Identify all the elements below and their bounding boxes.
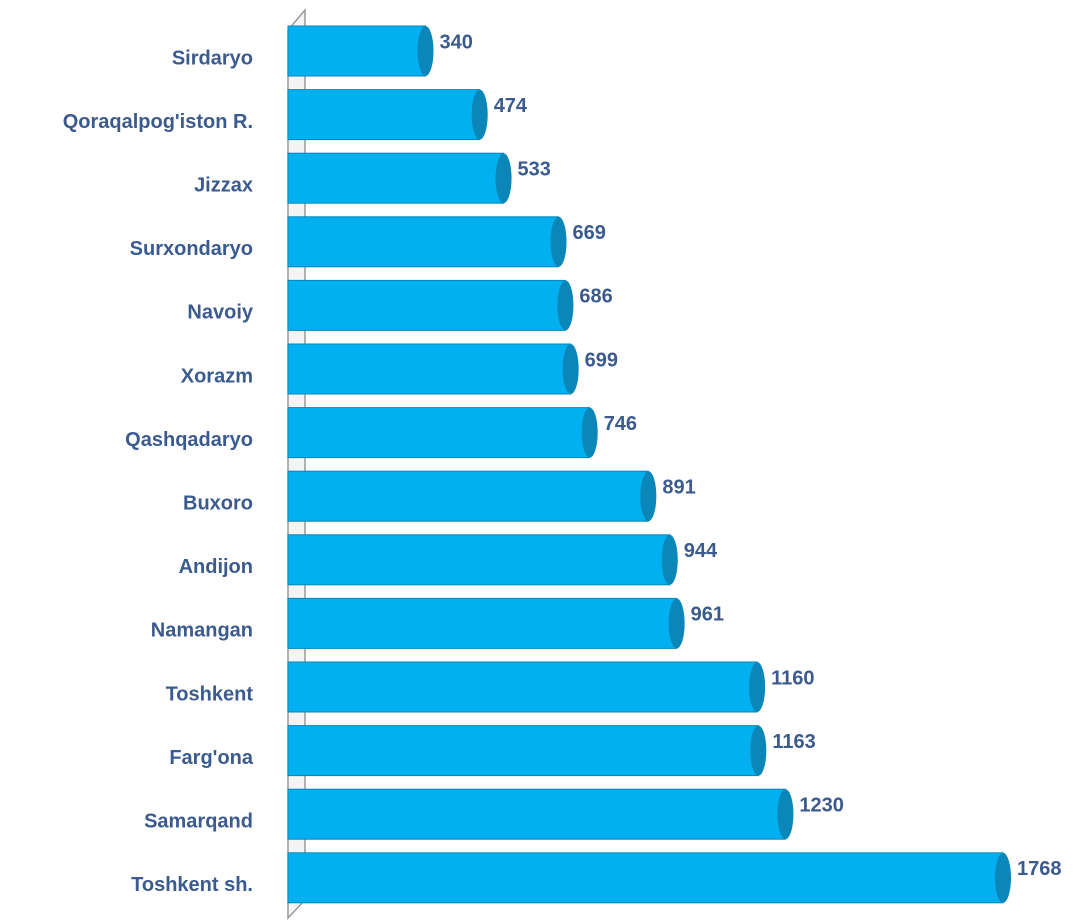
bar xyxy=(287,343,572,395)
bar-cap xyxy=(581,407,598,458)
category-label: Qashqadaryo xyxy=(125,429,253,451)
value-label: 340 xyxy=(440,31,473,53)
value-label: 533 xyxy=(518,158,551,180)
bar-cap xyxy=(557,280,574,331)
bar xyxy=(287,279,566,331)
bar-cap xyxy=(562,344,579,394)
bar-cap xyxy=(550,216,567,267)
category-label: Samarqand xyxy=(144,810,253,832)
bar-cap xyxy=(640,471,657,522)
category-label: Jizzax xyxy=(194,174,253,196)
value-label: 1160 xyxy=(771,667,814,689)
bar xyxy=(287,25,426,77)
bar-cap xyxy=(417,26,434,76)
category-label: Andijon xyxy=(179,556,253,578)
bar-cap xyxy=(750,725,767,776)
bar-cap xyxy=(749,662,766,712)
value-label: 669 xyxy=(573,222,606,244)
category-label: Sirdaryo xyxy=(172,47,253,69)
value-label: 944 xyxy=(684,540,718,562)
bar xyxy=(287,852,1004,904)
category-label: Qoraqalpog'iston R. xyxy=(63,111,253,133)
category-label: Surxondaryo xyxy=(130,238,253,260)
category-label: Xorazm xyxy=(181,365,253,387)
category-label: Navoiy xyxy=(187,302,253,324)
value-label: 474 xyxy=(494,95,528,117)
bar xyxy=(287,152,505,204)
category-label: Buxoro xyxy=(183,492,253,514)
bar xyxy=(287,788,786,840)
bar-cap xyxy=(668,598,685,649)
value-label: 686 xyxy=(579,286,612,308)
category-label: Toshkent xyxy=(166,683,254,705)
bar-cap xyxy=(777,789,794,840)
bar xyxy=(287,725,759,777)
value-label: 1163 xyxy=(772,731,815,753)
value-label: 961 xyxy=(691,604,724,626)
value-label: 699 xyxy=(585,349,618,371)
value-label: 1230 xyxy=(799,794,844,816)
value-label: 746 xyxy=(604,413,637,435)
category-label: Namangan xyxy=(151,620,253,642)
bar xyxy=(287,470,649,522)
category-label: Toshkent sh. xyxy=(131,874,253,896)
axis-wall xyxy=(287,7,306,920)
bar xyxy=(287,89,481,141)
value-label: 1768 xyxy=(1017,858,1062,880)
bar-cap xyxy=(495,153,512,204)
bar-cap xyxy=(471,89,488,140)
bar xyxy=(287,216,560,268)
bar-cap xyxy=(661,534,678,585)
bar xyxy=(287,534,671,586)
bar xyxy=(287,661,758,713)
bar-cap xyxy=(995,852,1011,903)
value-label: 891 xyxy=(662,476,695,498)
bar xyxy=(287,597,678,649)
category-label: Farg'ona xyxy=(169,747,254,769)
bar xyxy=(287,407,591,459)
